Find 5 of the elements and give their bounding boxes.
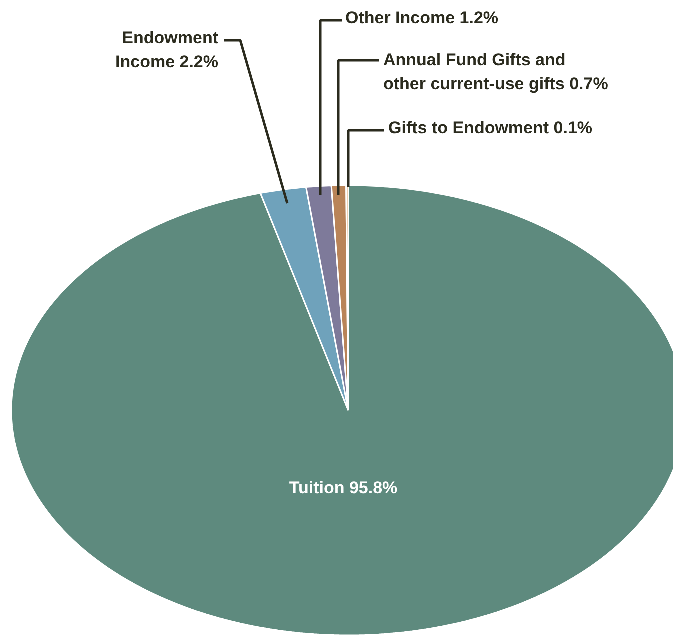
- slice-label: Gifts to Endowment 0.1%: [388, 118, 593, 138]
- slice-label: Tuition 95.8%: [289, 478, 398, 498]
- slice-label: Endowment Income 2.2%: [116, 28, 219, 72]
- slice-label: Other Income 1.2%: [346, 8, 499, 28]
- slice-label: Annual Fund Gifts and other current-use gifts 0.7%: [384, 50, 608, 94]
